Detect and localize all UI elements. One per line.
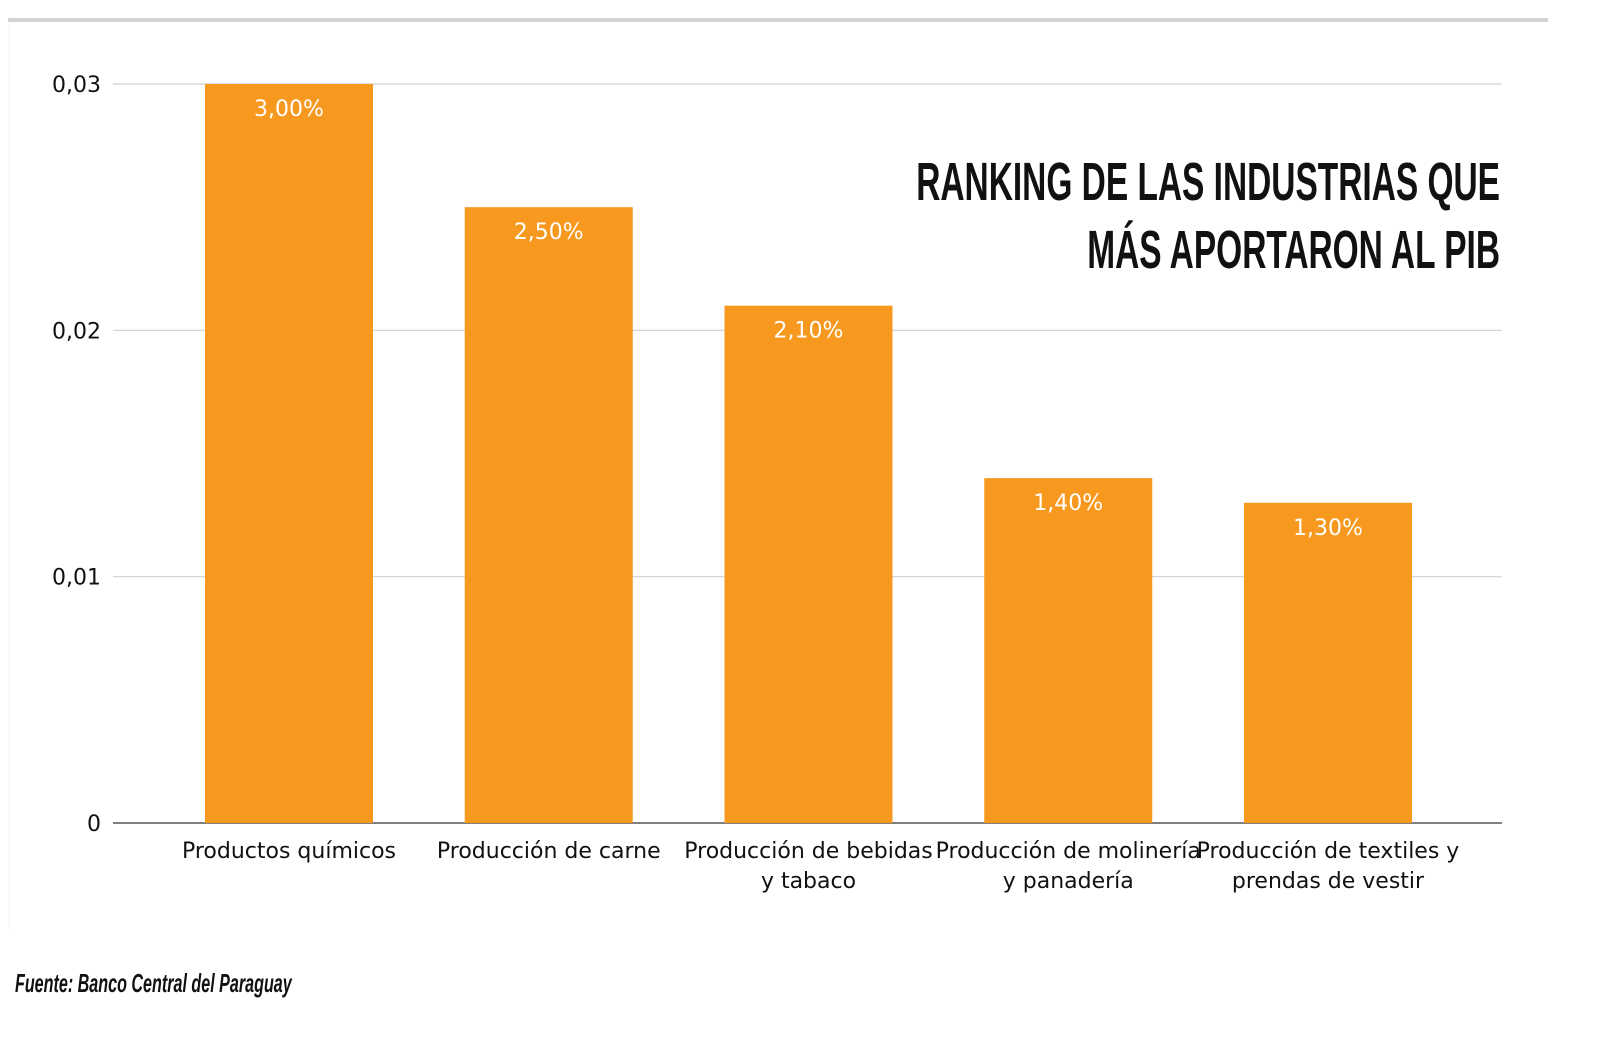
category-label-line: Producción de molinería — [936, 839, 1201, 864]
bar — [464, 207, 633, 823]
category-label-line: Producción de textiles y — [1197, 839, 1460, 864]
data-label: 3,00% — [254, 97, 324, 122]
category-label-line: y tabaco — [761, 869, 856, 894]
y-tick-label: 0,02 — [52, 319, 101, 344]
y-tick-label: 0 — [87, 812, 101, 837]
top-border — [8, 18, 1548, 22]
bar — [984, 478, 1153, 823]
chart-title-line: MÁS APORTARON AL PIB — [1087, 219, 1500, 280]
data-label: 2,50% — [514, 220, 584, 245]
category-label-line: Producción de bebidas — [684, 839, 933, 864]
bar — [1244, 502, 1412, 823]
data-label: 2,10% — [774, 319, 844, 344]
chart-title-line: RANKING DE LAS INDUSTRIAS QUE — [916, 151, 1500, 212]
category-label-line: Productos químicos — [182, 839, 396, 864]
category-label-line: Producción de carne — [437, 839, 661, 864]
data-label: 1,30% — [1293, 516, 1363, 541]
bar — [205, 84, 373, 823]
category-label: Producción de molinería y panadería — [936, 839, 1201, 894]
category-label: Productos químicos — [182, 839, 396, 864]
data-label: 1,40% — [1033, 491, 1103, 516]
category-label: Producción de textiles y prendas de vesti… — [1197, 839, 1460, 894]
category-label-line: y panadería — [1003, 869, 1134, 894]
category-label: Producción de carne — [437, 839, 661, 864]
category-label-line: prendas de vestir — [1232, 869, 1425, 894]
category-label: Producción de bebidas y tabaco — [684, 839, 933, 894]
y-tick-label: 0,01 — [52, 566, 101, 591]
source-note: Fuente: Banco Central del Paraguay — [15, 968, 292, 998]
chart-title: RANKING DE LAS INDUSTRIAS QUE MÁS APORTAR… — [916, 151, 1500, 280]
bar — [724, 305, 893, 823]
y-tick-label: 0,03 — [52, 73, 101, 98]
